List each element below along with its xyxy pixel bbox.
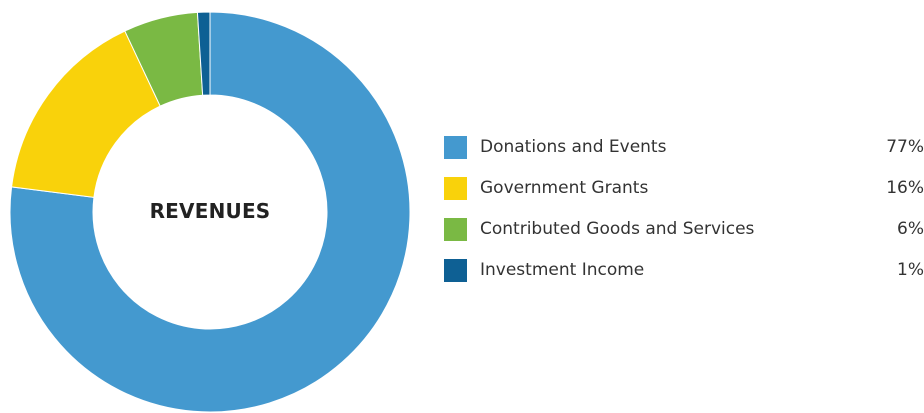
legend-item-contributed-goods-and-services: Contributed Goods and Services 6% xyxy=(444,218,924,241)
donut-center-label: REVENUES xyxy=(149,199,271,223)
donut-slice-donations-and-events xyxy=(9,11,411,413)
donut-slice-investment-income xyxy=(196,11,211,96)
legend-swatch-government-grants xyxy=(444,177,467,200)
legend-item-donations-and-events: Donations and Events 77% xyxy=(444,136,924,159)
legend-value-investment-income: 1% xyxy=(897,260,924,280)
legend-label-donations-and-events: Donations and Events xyxy=(480,137,667,157)
chart-legend: Donations and Events 77% Government Gran… xyxy=(444,136,924,300)
legend-label-investment-income: Investment Income xyxy=(480,260,645,280)
legend-swatch-donations-and-events xyxy=(444,136,467,159)
legend-item-government-grants: Government Grants 16% xyxy=(444,177,924,200)
revenues-donut-chart xyxy=(9,11,411,413)
legend-swatch-investment-income xyxy=(444,259,467,282)
legend-value-donations-and-events: 77% xyxy=(886,137,924,157)
legend-swatch-contributed-goods-and-services xyxy=(444,218,467,241)
legend-label-government-grants: Government Grants xyxy=(480,178,649,198)
legend-value-contributed-goods-and-services: 6% xyxy=(897,219,924,239)
legend-item-investment-income: Investment Income 1% xyxy=(444,259,924,282)
legend-value-government-grants: 16% xyxy=(886,178,924,198)
legend-label-contributed-goods-and-services: Contributed Goods and Services xyxy=(480,219,755,239)
